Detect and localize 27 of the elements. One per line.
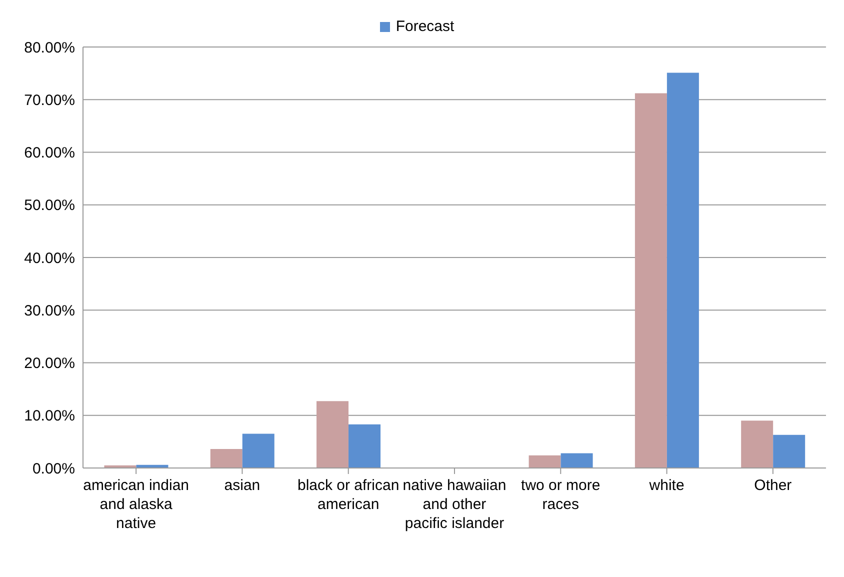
bar (528, 455, 561, 468)
x-tick-label: american indian and alaska native (83, 477, 190, 532)
y-tick-label: 60.00% (24, 144, 75, 162)
bar (741, 420, 774, 468)
x-tick-label: Other (754, 477, 792, 494)
y-tick-label: 40.00% (24, 250, 75, 267)
x-tick-label: native hawaiian and other pacific islander (402, 477, 506, 532)
bar (348, 424, 381, 468)
bar (242, 434, 274, 468)
y-tick-label: 30.00% (24, 302, 75, 320)
y-tick-label: 70.00% (24, 92, 75, 109)
y-tick-label: 10.00% (24, 408, 75, 425)
bar (560, 453, 593, 468)
x-tick-label: black or african american (298, 477, 400, 513)
bar (316, 401, 349, 468)
bar (773, 434, 806, 468)
bar (666, 72, 699, 468)
bar (210, 449, 242, 468)
y-tick-label: 20.00% (24, 355, 75, 372)
x-tick-label: two or more races (521, 477, 600, 513)
x-tick-label: asian (224, 477, 260, 494)
y-tick-label: 80.00% (24, 39, 75, 56)
y-tick-label: 0.00% (32, 460, 75, 478)
legend-label: Forecast (394, 18, 454, 35)
x-tick-label: white (648, 477, 684, 494)
y-tick-label: 50.00% (24, 197, 75, 214)
bar (634, 93, 667, 468)
